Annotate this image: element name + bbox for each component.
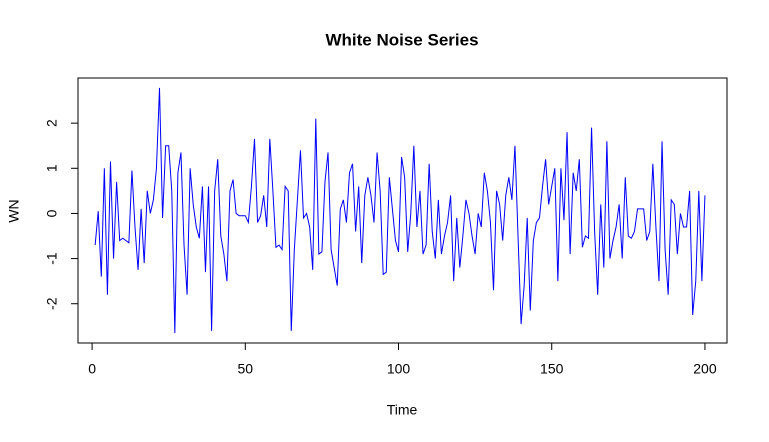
y-tick-label: 0 (44, 209, 60, 217)
y-tick-label: -2 (44, 297, 60, 310)
x-tick-label: 50 (238, 361, 254, 377)
x-tick-label: 200 (693, 361, 717, 377)
x-tick-label: 100 (387, 361, 411, 377)
y-axis-label: WN (6, 199, 22, 222)
y-tick-label: -1 (44, 252, 60, 265)
x-tick-label: 0 (88, 361, 96, 377)
data-line (94, 87, 706, 334)
chart-title: White Noise Series (325, 30, 478, 49)
y-tick-label: 2 (44, 119, 60, 127)
y-tick-label: 1 (44, 164, 60, 172)
x-axis-label: Time (387, 402, 418, 418)
x-tick-label: 150 (540, 361, 564, 377)
